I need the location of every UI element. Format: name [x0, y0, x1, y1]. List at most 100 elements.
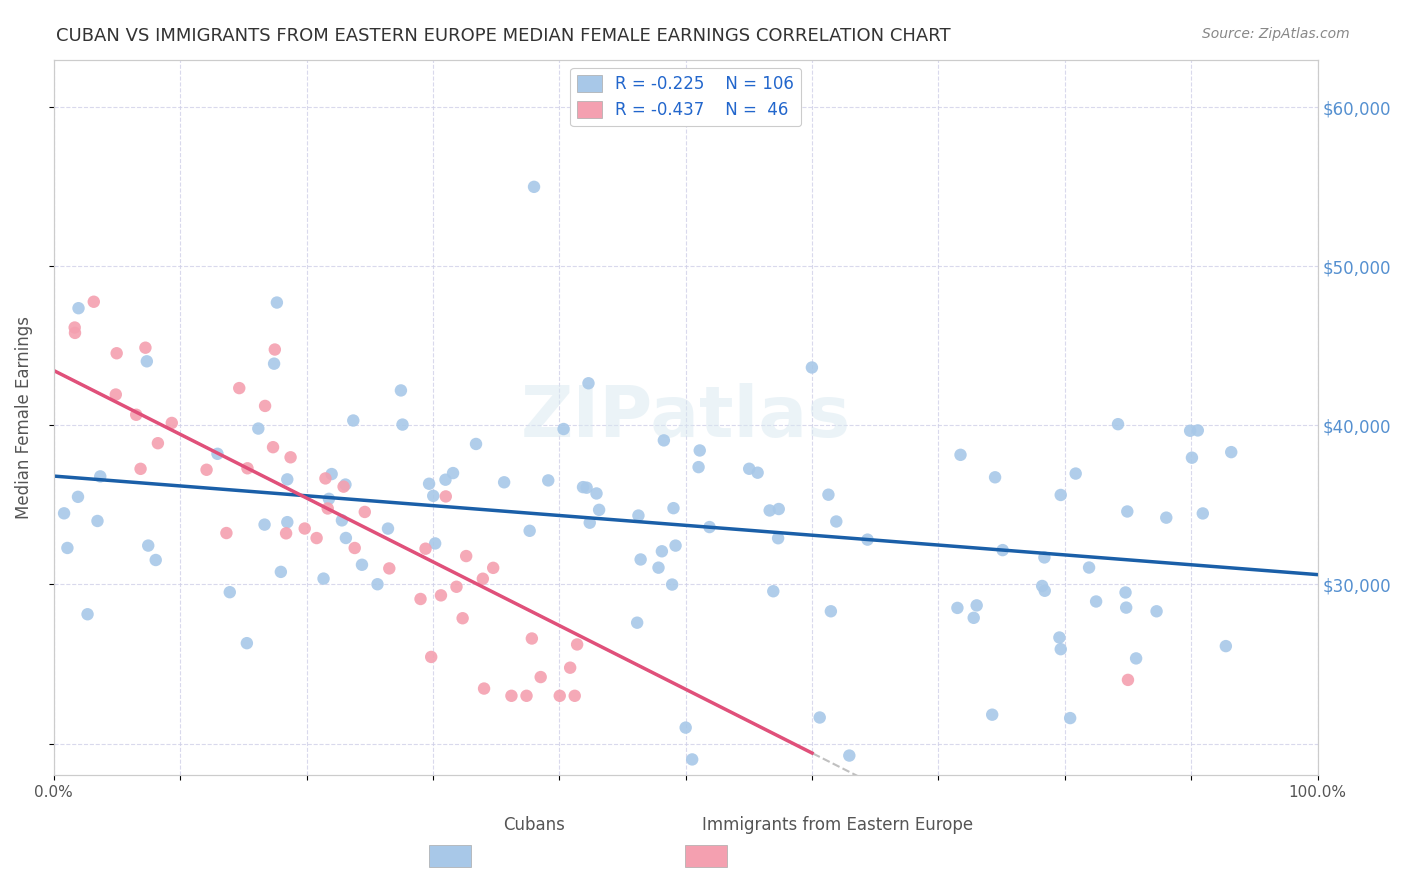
Point: [984, 470, 1007, 484]
Point: [472, 681, 495, 696]
Point: [53, 506, 76, 520]
Point: [808, 710, 831, 724]
Point: [350, 558, 373, 572]
Point: [294, 522, 316, 536]
Point: [434, 490, 457, 504]
Point: [738, 462, 761, 476]
Point: [675, 721, 697, 735]
Point: [446, 580, 468, 594]
Point: [83, 294, 105, 309]
Point: [981, 707, 1004, 722]
Point: [537, 474, 560, 488]
Point: [215, 526, 238, 541]
Point: [1116, 504, 1139, 518]
Point: [247, 421, 270, 435]
Point: [856, 533, 879, 547]
Point: [76, 607, 98, 622]
Point: [465, 437, 488, 451]
Point: [377, 522, 399, 536]
Point: [434, 473, 457, 487]
Text: ZIPatlas: ZIPatlas: [520, 383, 851, 452]
Point: [160, 416, 183, 430]
Point: [343, 541, 366, 555]
Point: [456, 549, 478, 563]
Point: [946, 601, 969, 615]
Y-axis label: Median Female Earnings: Median Female Earnings: [15, 316, 32, 519]
Point: [1191, 507, 1213, 521]
Point: [681, 752, 703, 766]
Point: [389, 384, 412, 398]
Point: [572, 480, 595, 494]
Point: [1049, 642, 1071, 657]
Legend: R = -0.225    N = 106, R = -0.437    N =  46: R = -0.225 N = 106, R = -0.437 N = 46: [571, 68, 801, 126]
Point: [1156, 510, 1178, 524]
Point: [430, 588, 453, 602]
Point: [276, 515, 298, 529]
Point: [1215, 639, 1237, 653]
Point: [1116, 673, 1139, 687]
Point: [86, 514, 108, 528]
Point: [1220, 445, 1243, 459]
Text: Cubans: Cubans: [503, 816, 565, 834]
Point: [688, 460, 710, 475]
Point: [519, 524, 541, 538]
Point: [758, 503, 780, 517]
Point: [353, 505, 375, 519]
Point: [146, 436, 169, 450]
Point: [236, 461, 259, 475]
Point: [441, 466, 464, 480]
Point: [316, 501, 339, 516]
Point: [553, 422, 575, 436]
Point: [262, 440, 284, 454]
Point: [274, 526, 297, 541]
Point: [1115, 600, 1137, 615]
Point: [747, 466, 769, 480]
Point: [263, 343, 285, 357]
Point: [332, 480, 354, 494]
Point: [762, 584, 785, 599]
Point: [1049, 488, 1071, 502]
Point: [254, 399, 277, 413]
Point: [314, 471, 336, 485]
Point: [418, 476, 440, 491]
Point: [195, 463, 218, 477]
Point: [575, 481, 598, 495]
Point: [578, 376, 600, 391]
Point: [136, 539, 159, 553]
Point: [378, 561, 401, 575]
Point: [266, 295, 288, 310]
Point: [652, 434, 675, 448]
Point: [588, 503, 610, 517]
Point: [630, 552, 652, 566]
Text: Source: ZipAtlas.com: Source: ZipAtlas.com: [1202, 27, 1350, 41]
Point: [1107, 417, 1129, 432]
Point: [627, 508, 650, 523]
Point: [523, 179, 546, 194]
Point: [1125, 651, 1147, 665]
Point: [1181, 450, 1204, 465]
Point: [263, 357, 285, 371]
Point: [1059, 711, 1081, 725]
Point: [63, 326, 86, 340]
Point: [565, 637, 588, 651]
Point: [578, 516, 600, 530]
Point: [321, 467, 343, 481]
Point: [766, 531, 789, 545]
Point: [335, 477, 357, 491]
Text: CUBAN VS IMMIGRANTS FROM EASTERN EUROPE MEDIAN FEMALE EARNINGS CORRELATION CHART: CUBAN VS IMMIGRANTS FROM EASTERN EUROPE …: [56, 27, 950, 45]
Point: [67, 301, 90, 316]
Point: [520, 632, 543, 646]
Point: [501, 689, 523, 703]
Point: [768, 502, 790, 516]
Text: Immigrants from Eastern Europe: Immigrants from Eastern Europe: [702, 816, 973, 834]
Point: [330, 513, 353, 527]
Point: [342, 413, 364, 427]
Point: [482, 561, 505, 575]
Point: [1187, 424, 1209, 438]
Point: [312, 572, 335, 586]
Point: [817, 488, 839, 502]
Point: [651, 544, 673, 558]
Point: [104, 387, 127, 401]
Point: [1031, 579, 1053, 593]
Point: [664, 539, 686, 553]
